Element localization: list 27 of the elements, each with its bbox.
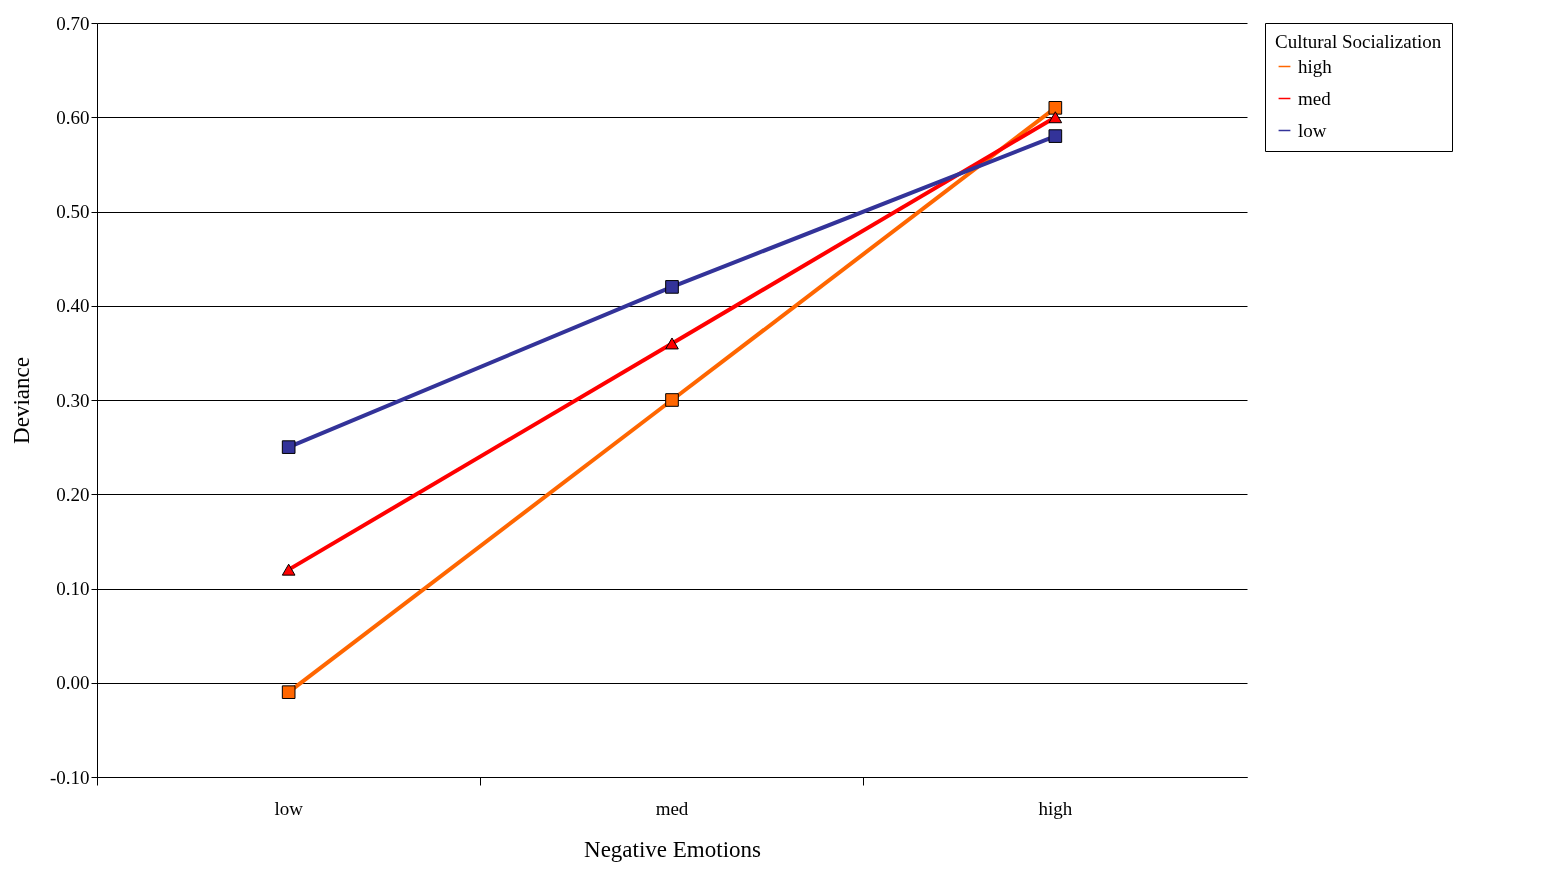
y-tick-label: 0.20	[56, 483, 90, 505]
point	[665, 337, 679, 350]
x-axis-title: Negative Emotions	[584, 836, 762, 862]
y-tick-label: 0.40	[56, 295, 90, 317]
legend-label: med	[1298, 87, 1332, 109]
y-tick-label: 0.00	[56, 672, 90, 694]
point	[1048, 129, 1063, 143]
y-tick-label: 0.10	[56, 578, 90, 599]
y-tick-label: 0.30	[56, 389, 90, 411]
legend-label: high	[1298, 55, 1333, 77]
point	[665, 280, 679, 294]
point	[281, 685, 296, 699]
point	[281, 440, 296, 454]
legend-title: Cultural Socialization	[1275, 31, 1442, 52]
x-tick-label: med	[655, 797, 689, 819]
y-tick-label: 0.70	[56, 12, 90, 34]
x-tick-label: low	[274, 797, 304, 819]
legend-label: low	[1298, 119, 1327, 141]
y-tick-label: 0.50	[56, 201, 90, 222]
y-axis-title: Deviance	[8, 357, 34, 444]
y-tick-label: 0.60	[56, 106, 90, 128]
point	[1048, 111, 1063, 124]
point	[1048, 101, 1063, 115]
y-tick-label: -0.10	[49, 766, 90, 788]
point	[281, 563, 296, 576]
x-tick-label: high	[1038, 797, 1073, 819]
point	[665, 393, 679, 407]
